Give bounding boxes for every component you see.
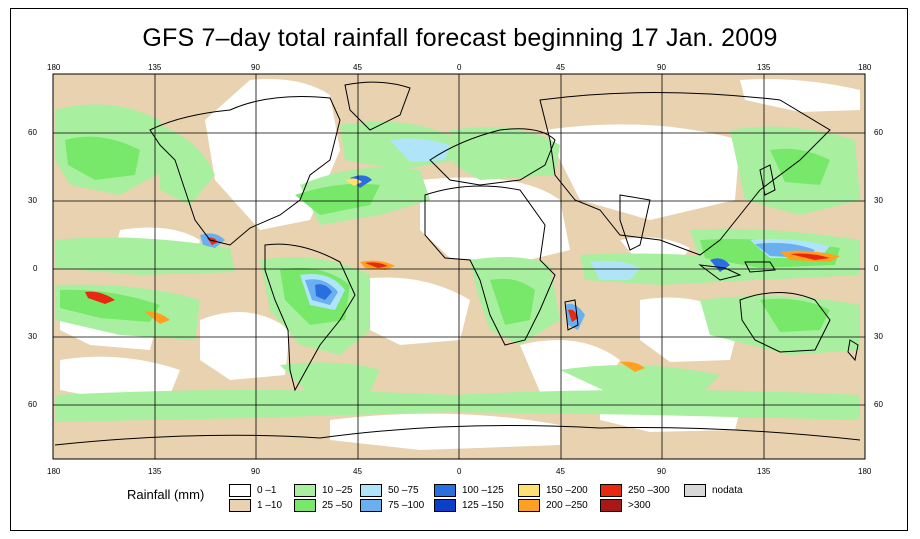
legend-swatch	[434, 484, 456, 497]
legend-swatch	[360, 499, 382, 512]
bottom-lon-label: 180	[47, 467, 61, 476]
top-lon-label: 90	[657, 63, 666, 72]
top-lon-label: 135	[757, 63, 771, 72]
left-lat-label: 60	[28, 128, 37, 137]
coastlines	[54, 81, 861, 446]
legend-swatch	[360, 484, 382, 497]
legend-swatch	[518, 484, 540, 497]
left-lat-label: 60	[28, 400, 37, 409]
extreme-rain-regions	[85, 178, 840, 372]
left-lat-label: 30	[28, 332, 37, 341]
legend-swatch	[294, 499, 316, 512]
top-lon-label: 90	[251, 63, 260, 72]
top-lon-label: 0	[457, 63, 462, 72]
legend-label: 25 –50	[322, 500, 353, 511]
top-lon-label: 45	[353, 63, 362, 72]
legend-label: 75 –100	[388, 500, 425, 511]
legend-swatch	[294, 484, 316, 497]
right-lat-label: 30	[874, 332, 883, 341]
right-lat-label: 0	[874, 264, 879, 273]
bottom-lon-label: 135	[757, 467, 771, 476]
legend-label: nodata	[712, 485, 743, 496]
legend-label: 100 –125	[462, 485, 504, 496]
legend-swatch	[229, 484, 251, 497]
bottom-lon-label: 0	[457, 467, 462, 476]
legend-label: 125 –150	[462, 500, 504, 511]
legend-swatch	[518, 499, 540, 512]
right-lat-label: 60	[874, 128, 883, 137]
legend-swatch	[229, 499, 251, 512]
legend-label: 250 –300	[628, 485, 670, 496]
right-lat-label: 60	[874, 400, 883, 409]
left-lat-label: 30	[28, 196, 37, 205]
left-lat-label: 0	[33, 264, 38, 273]
bottom-lon-label: 45	[353, 467, 362, 476]
graticule	[53, 74, 865, 459]
bottom-lon-label: 180	[858, 467, 872, 476]
top-lon-label: 45	[556, 63, 565, 72]
legend-swatch	[434, 499, 456, 512]
bottom-lon-label: 45	[556, 467, 565, 476]
legend-label: 1 –10	[257, 500, 283, 511]
legend-swatch	[600, 499, 622, 512]
right-lat-label: 30	[874, 196, 883, 205]
map-border	[52, 73, 866, 460]
legend-swatch	[600, 484, 622, 497]
bottom-lon-label: 90	[251, 467, 260, 476]
top-lon-label: 180	[858, 63, 872, 72]
legend-label: 10 –25	[322, 485, 353, 496]
bottom-lon-label: 90	[657, 467, 666, 476]
bottom-lon-label: 135	[148, 467, 162, 476]
legend-swatch	[684, 484, 706, 497]
legend-label: 150 –200	[546, 485, 588, 496]
legend-label: 200 –250	[546, 500, 588, 511]
top-lon-label: 135	[148, 63, 162, 72]
legend-label: 0 –1	[257, 485, 277, 496]
top-lon-label: 180	[47, 63, 61, 72]
legend-label: >300	[628, 500, 651, 511]
legend-title: Rainfall (mm)	[127, 487, 205, 502]
map-title: GFS 7–day total rainfall forecast beginn…	[142, 24, 778, 52]
dry-regions	[60, 79, 860, 450]
legend-label: 50 –75	[388, 485, 419, 496]
